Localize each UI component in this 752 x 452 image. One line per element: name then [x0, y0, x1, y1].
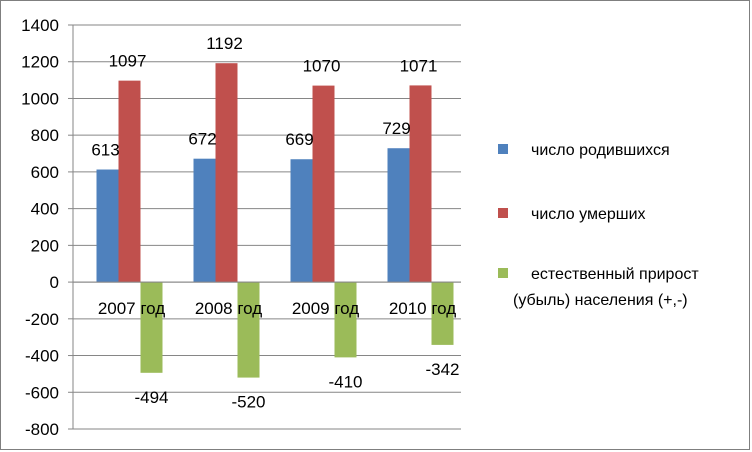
- y-tick-label: 1200: [21, 53, 59, 72]
- data-labels: 613 672 669 729 1097 1192 1070 1071 -494 -520 -410…: [91, 34, 459, 411]
- y-tick-label: 600: [31, 163, 59, 182]
- bar: [431, 282, 454, 345]
- bar: [96, 169, 119, 283]
- data-label: 1192: [206, 34, 243, 53]
- bar: [193, 158, 216, 283]
- y-tick-label: 200: [31, 236, 59, 255]
- legend-label: (убыль) населения (+,-): [513, 292, 688, 309]
- bars: [96, 63, 454, 378]
- data-label: -410: [328, 372, 362, 391]
- legend-label: число умерших: [531, 206, 646, 223]
- data-label: 729: [382, 119, 410, 138]
- bar: [334, 282, 357, 358]
- y-tick-label: -400: [25, 347, 59, 366]
- data-label: -342: [425, 360, 459, 379]
- data-label: 1097: [109, 52, 147, 71]
- y-tick-label: 0: [50, 273, 59, 292]
- data-label: 1071: [400, 56, 438, 75]
- y-tick-label: -800: [25, 420, 59, 439]
- legend: число родившихся число умерших естественны…: [498, 142, 699, 309]
- data-label: 613: [91, 141, 119, 160]
- y-tick-label: -200: [25, 310, 59, 329]
- y-tick-label: -600: [25, 383, 59, 402]
- data-label: 672: [188, 130, 216, 149]
- bar: [387, 148, 410, 283]
- x-tick-label: 2009 год: [292, 299, 359, 318]
- bar: [215, 63, 238, 283]
- legend-swatch: [498, 208, 508, 218]
- legend-swatch: [498, 144, 508, 154]
- y-tick-label: 1000: [21, 89, 59, 108]
- x-tick-label: 2010 год: [389, 299, 456, 318]
- legend-label: естественный прирост: [531, 266, 699, 283]
- legend-swatch: [498, 268, 508, 278]
- bar: [118, 80, 141, 283]
- bar: [290, 159, 313, 283]
- y-tick-label: 400: [31, 200, 59, 219]
- y-tick-label: 1400: [21, 16, 59, 35]
- bar: [312, 85, 335, 283]
- x-tick-label: 2008 год: [195, 299, 262, 318]
- y-tick-label: 800: [31, 126, 59, 145]
- data-label: -520: [231, 393, 265, 412]
- data-label: -494: [134, 388, 168, 407]
- axes: -800 -600 -400 -200 0 200 400 600 800 1000 1200 140…: [21, 16, 461, 439]
- data-label: 1070: [303, 57, 341, 76]
- legend-label: число родившихся: [531, 142, 670, 159]
- bar: [140, 282, 163, 373]
- x-tick-label: 2007 год: [98, 299, 165, 318]
- bar: [409, 85, 432, 283]
- data-label: 669: [285, 130, 313, 149]
- bar: [237, 282, 260, 378]
